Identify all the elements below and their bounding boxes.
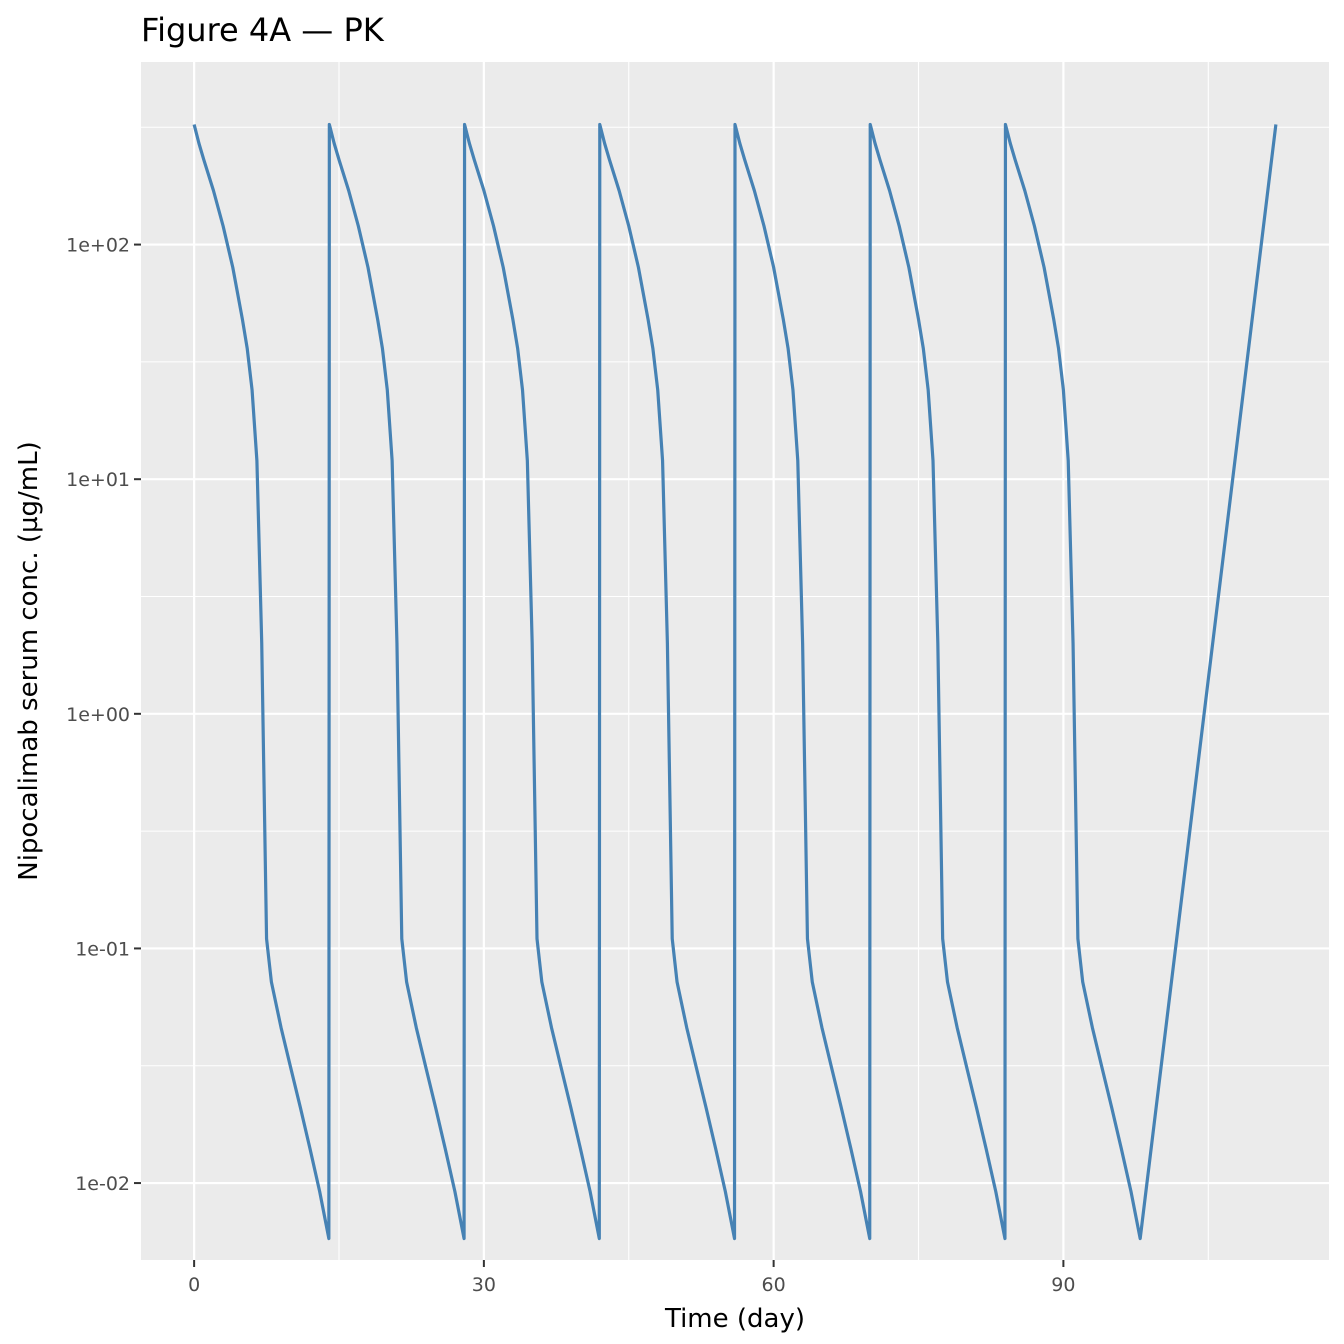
series-layer: [192, 122, 1278, 1241]
y-axis-title: Nipocalimab serum conc. (µg/mL): [14, 441, 44, 881]
x-axis-title: Time (day): [664, 1304, 805, 1334]
x-tick-label: 0: [188, 1274, 200, 1296]
x-tick-label: 90: [1051, 1274, 1075, 1296]
chart-title: Figure 4A — PK: [141, 11, 385, 49]
y-tick-labels: 1e-02 1e-01 1e+00 1e+01 1e+02: [66, 235, 130, 1195]
y-tick-label: 1e+02: [66, 235, 130, 257]
y-tick-label: 1e-02: [75, 1173, 130, 1195]
axis-ticks: [134, 243, 1065, 1267]
x-tick-label: 60: [762, 1274, 786, 1296]
y-tick-label: 1e-01: [75, 938, 130, 960]
x-tick-labels: 0 30 60 90: [188, 1274, 1075, 1296]
series-line-concentration: [192, 122, 1278, 1241]
y-tick-label: 1e+00: [66, 704, 130, 726]
y-tick-label: 1e+01: [66, 469, 130, 491]
x-tick-label: 30: [472, 1274, 496, 1296]
